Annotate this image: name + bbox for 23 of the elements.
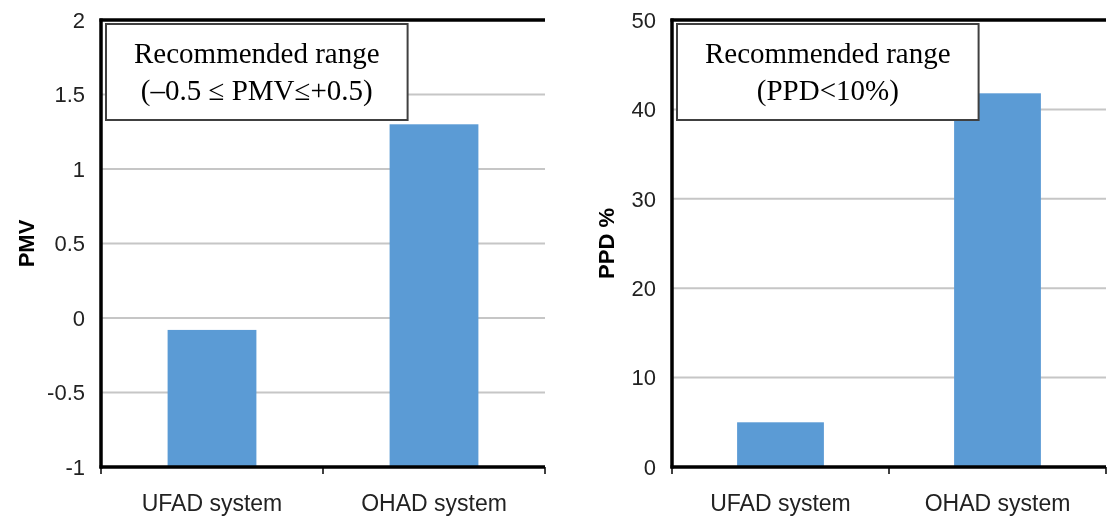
- x-tick-label: OHAD system: [924, 490, 1071, 516]
- y-tick-label: 0: [72, 305, 85, 331]
- y-tick-label: -0.5: [47, 380, 85, 406]
- y-tick-label: 0.5: [54, 231, 85, 257]
- y-tick-label: 30: [631, 186, 656, 212]
- y-tick-label: 2: [72, 7, 85, 33]
- x-tick-label: UFAD system: [710, 490, 851, 516]
- y-tick-label: 40: [631, 97, 656, 123]
- y-tick-label: -1: [65, 454, 85, 480]
- y-axis-title: PPD %: [593, 208, 619, 279]
- y-tick-label: 20: [631, 275, 656, 301]
- y-tick-label: 0: [643, 454, 656, 480]
- y-tick-label: 1.5: [54, 82, 85, 108]
- y-tick-label: 50: [631, 7, 656, 33]
- annotation: Recommended range: [705, 37, 951, 69]
- annotation: (–0.5 ≤ PMV≤+0.5): [140, 74, 373, 107]
- y-axis-title: PMV: [13, 219, 39, 268]
- y-tick-label: 1: [72, 156, 85, 182]
- x-tick-label: UFAD system: [141, 490, 283, 516]
- y-tick-label: 10: [631, 365, 656, 391]
- annotation: Recommended range: [134, 37, 380, 69]
- annotation: (PPD<10%): [756, 74, 899, 107]
- x-tick-label: OHAD system: [361, 490, 507, 516]
